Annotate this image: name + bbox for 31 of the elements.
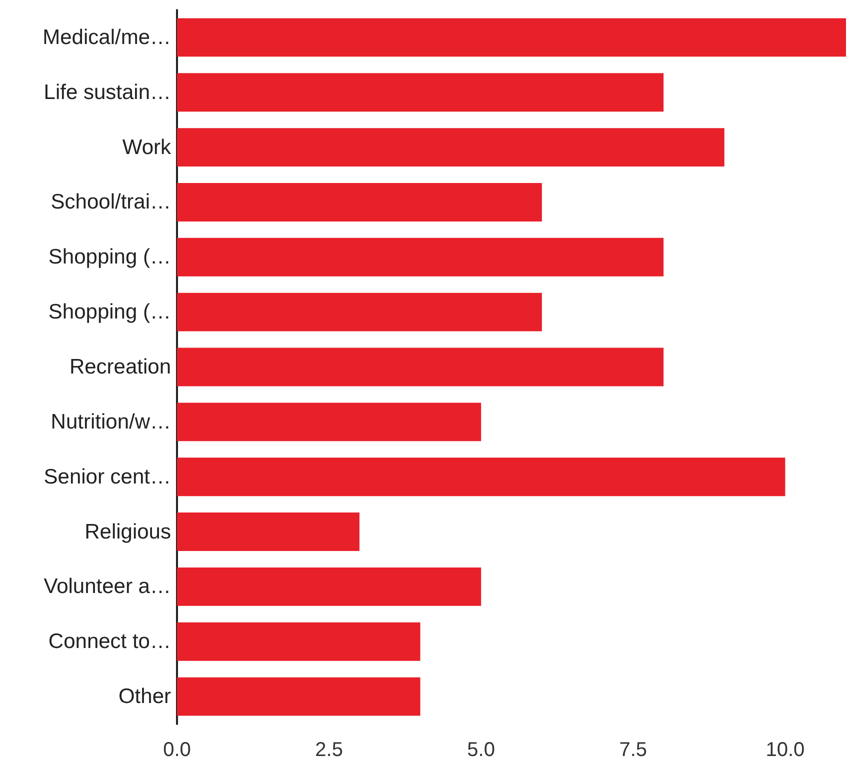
x-tick-label: 2.5 bbox=[315, 739, 343, 761]
bar bbox=[177, 292, 542, 332]
y-tick-label: Life sustain… bbox=[44, 80, 171, 104]
bar bbox=[177, 238, 664, 276]
bar bbox=[177, 73, 664, 112]
y-tick-label: Shopping (… bbox=[48, 246, 171, 269]
y-tick-label: Volunteer a… bbox=[44, 575, 171, 598]
x-tick-label: 5.0 bbox=[467, 739, 495, 761]
bar bbox=[177, 18, 846, 57]
y-tick-label: Other bbox=[118, 685, 171, 708]
bar bbox=[177, 348, 664, 386]
y-tick-label: School/trai… bbox=[50, 190, 171, 214]
x-tick-label: 0.0 bbox=[163, 739, 191, 761]
bar bbox=[177, 567, 482, 606]
bar bbox=[177, 183, 542, 222]
y-tick-label: Shopping (… bbox=[48, 300, 171, 324]
y-tick-label: Work bbox=[122, 136, 172, 159]
y-tick-label: Connect to… bbox=[48, 630, 171, 654]
y-tick-label: Religious bbox=[84, 520, 171, 544]
x-tick-label: 10.0 bbox=[766, 739, 805, 761]
y-tick-label: Recreation bbox=[69, 356, 171, 378]
x-tick-label: 7.5 bbox=[619, 739, 648, 761]
bar bbox=[177, 128, 724, 167]
y-tick-label: Nutrition/w… bbox=[50, 410, 171, 434]
y-tick-label: Medical/me… bbox=[42, 26, 171, 49]
bar bbox=[177, 622, 420, 661]
bar bbox=[177, 402, 482, 442]
bar bbox=[177, 677, 420, 716]
bar bbox=[177, 512, 360, 551]
y-tick-label: Senior cent… bbox=[44, 465, 171, 488]
bar bbox=[177, 458, 786, 496]
